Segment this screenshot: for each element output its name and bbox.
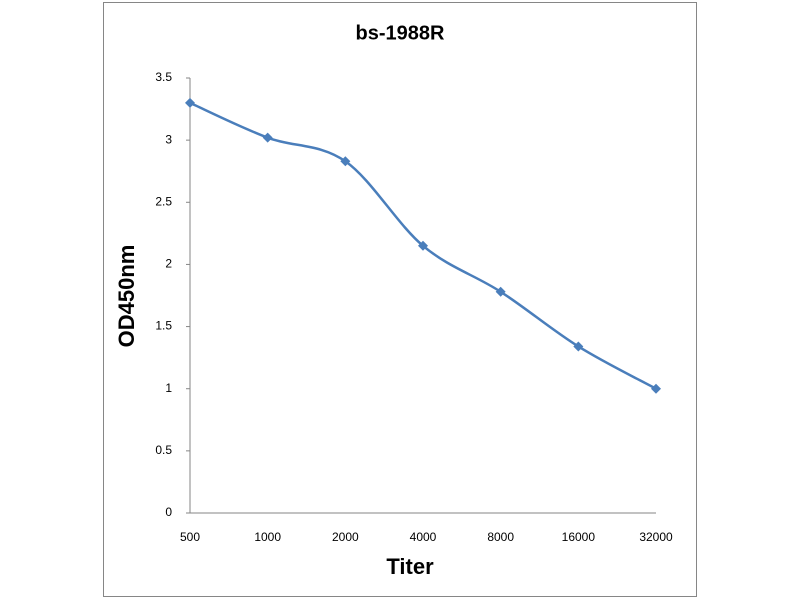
y-tick-label: 2.5	[155, 194, 172, 208]
x-tick-label: 2000	[332, 530, 359, 544]
y-tick-label: 0	[165, 505, 172, 519]
y-axis-title: OD450nm	[114, 245, 139, 348]
x-tick-label: 500	[180, 530, 200, 544]
y-tick-label: 0.5	[155, 443, 172, 457]
y-tick-label: 1.5	[155, 319, 172, 333]
y-tick-label: 3	[165, 132, 172, 146]
y-tick-label: 3.5	[155, 70, 172, 84]
x-tick-label: 1000	[254, 530, 281, 544]
chart-title: bs-1988R	[356, 22, 445, 44]
x-tick-label: 16000	[562, 530, 596, 544]
x-tick-label: 8000	[487, 530, 514, 544]
data-point	[340, 156, 351, 167]
y-tick-label: 1	[165, 381, 172, 395]
data-point	[418, 240, 428, 251]
y-tick-label: 2	[165, 257, 172, 271]
data-point	[262, 132, 273, 143]
x-axis-title: Titer	[386, 554, 434, 579]
x-tick-label: 4000	[410, 530, 437, 544]
data-point	[573, 341, 584, 352]
data-point	[651, 383, 661, 394]
data-point	[185, 97, 195, 108]
x-tick-label: 32000	[639, 530, 673, 544]
data-point	[495, 286, 506, 297]
chart-frame	[103, 2, 697, 597]
